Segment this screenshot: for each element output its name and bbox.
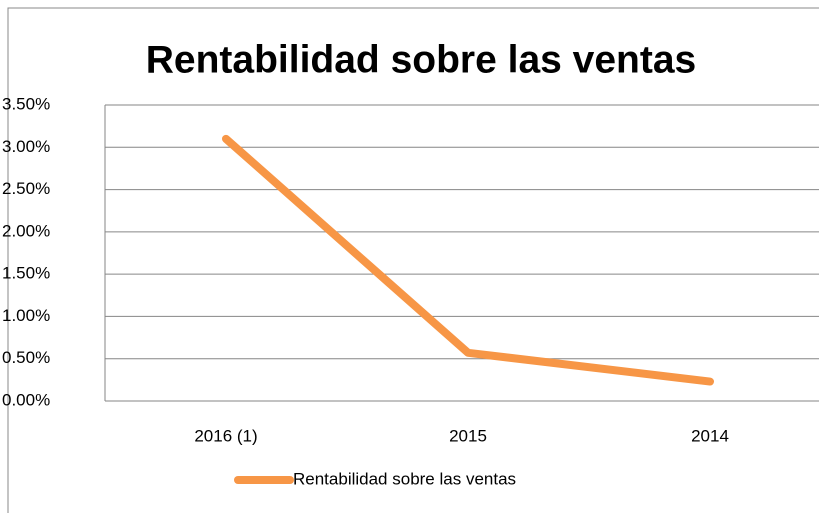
- x-tick-label: 2015: [449, 426, 487, 445]
- chart-frame: [7, 7, 819, 513]
- y-tick-label: 2.00%: [2, 221, 50, 240]
- x-tick-label: 2016 (1): [194, 426, 257, 445]
- y-tick-label: 0.00%: [2, 390, 50, 409]
- y-tick-label: 1.00%: [2, 306, 50, 325]
- y-tick-label: 3.50%: [2, 94, 50, 113]
- y-tick-label: 1.50%: [2, 264, 50, 283]
- legend-label: Rentabilidad sobre las ventas: [293, 469, 516, 488]
- x-tick-label: 2014: [691, 426, 729, 445]
- y-tick-label: 3.00%: [2, 137, 50, 156]
- data-line: [222, 134, 714, 386]
- y-tick-label: 2.50%: [2, 179, 50, 198]
- y-tick-label: 0.50%: [2, 348, 50, 367]
- chart-title: Rentabilidad sobre las ventas: [146, 38, 697, 81]
